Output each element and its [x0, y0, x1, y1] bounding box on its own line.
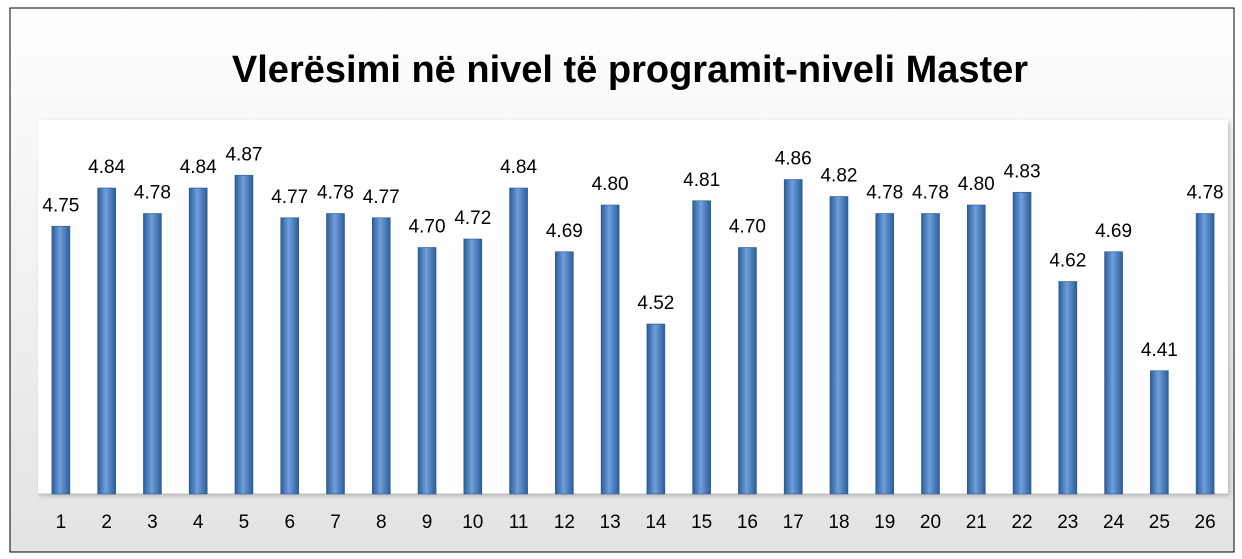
x-tick-label: 14 — [645, 512, 667, 533]
bars — [51, 174, 1215, 495]
data-label: 4.41 — [1141, 340, 1178, 361]
x-tick-label: 20 — [920, 512, 941, 533]
x-tick-label: 12 — [554, 512, 575, 533]
bar — [326, 213, 345, 495]
data-label: 4.87 — [225, 144, 262, 165]
bar — [966, 204, 986, 495]
bar — [646, 323, 666, 495]
data-label: 4.78 — [912, 183, 949, 204]
x-tick-label: 19 — [874, 512, 895, 533]
bar — [875, 213, 895, 495]
data-label: 4.77 — [363, 187, 400, 208]
data-label: 4.69 — [1095, 221, 1132, 242]
x-tick-label: 24 — [1103, 512, 1125, 533]
data-label: 4.69 — [546, 221, 583, 242]
x-tick-label: 10 — [462, 512, 483, 533]
bar — [234, 174, 254, 495]
x-tick-label: 22 — [1011, 512, 1032, 533]
bar — [143, 213, 162, 495]
x-tick-label: 2 — [101, 512, 112, 533]
chart-title: Vlerësimi në nivel të programit-niveli M… — [232, 49, 1028, 91]
bar — [829, 196, 849, 495]
data-label: 4.52 — [637, 293, 674, 314]
x-tick-label: 5 — [239, 512, 250, 533]
bar — [600, 204, 620, 495]
data-label: 4.80 — [958, 174, 995, 195]
data-label: 4.83 — [1004, 161, 1041, 182]
x-tick-label: 25 — [1149, 512, 1170, 533]
data-label: 4.82 — [820, 166, 857, 187]
bar — [509, 187, 528, 495]
bar — [417, 247, 437, 495]
x-tick-label: 15 — [691, 512, 712, 533]
data-label: 4.80 — [592, 174, 629, 195]
x-tick-label: 18 — [828, 512, 849, 533]
data-label: 4.84 — [88, 157, 125, 178]
bar — [188, 187, 208, 495]
x-tick-label: 26 — [1195, 512, 1216, 533]
data-label: 4.72 — [454, 208, 491, 229]
x-tick-label: 23 — [1057, 512, 1078, 533]
bar — [1012, 191, 1032, 495]
x-tick-label: 17 — [783, 512, 804, 533]
bar — [463, 238, 483, 495]
data-label: 4.70 — [409, 217, 446, 238]
data-label: 4.84 — [500, 157, 537, 178]
bar — [280, 217, 300, 495]
x-tick-label: 1 — [56, 512, 67, 533]
bar — [51, 225, 71, 495]
x-tick-label: 8 — [376, 512, 387, 533]
bar — [1150, 370, 1169, 495]
data-label: 4.81 — [683, 170, 720, 191]
bar — [738, 247, 757, 495]
x-tick-label: 7 — [330, 512, 341, 533]
data-label: 4.78 — [866, 183, 903, 204]
data-label: 4.78 — [317, 183, 354, 204]
x-tick-label: 11 — [509, 512, 529, 533]
bar — [97, 187, 116, 495]
data-label: 4.78 — [134, 183, 171, 204]
x-tick-label: 6 — [284, 512, 295, 533]
x-tick-label: 4 — [193, 512, 204, 533]
x-tick-label: 3 — [147, 512, 158, 533]
data-label: 4.70 — [729, 217, 766, 238]
x-tick-label: 9 — [422, 512, 433, 533]
bar — [371, 217, 391, 495]
data-label: 4.77 — [271, 187, 308, 208]
x-tick-label: 13 — [600, 512, 621, 533]
data-label: 4.84 — [180, 157, 217, 178]
data-label: 4.78 — [1187, 183, 1224, 204]
bar — [1195, 213, 1215, 495]
data-label: 4.62 — [1049, 251, 1086, 272]
x-tick-label: 16 — [737, 512, 758, 533]
data-label: 4.86 — [775, 149, 812, 170]
bar — [555, 251, 574, 495]
bar — [1058, 281, 1078, 495]
bar — [783, 179, 803, 495]
data-label: 4.75 — [42, 195, 79, 216]
bar — [692, 200, 711, 495]
bar — [921, 213, 940, 495]
bar — [1104, 251, 1123, 495]
x-tick-label: 21 — [966, 512, 987, 533]
